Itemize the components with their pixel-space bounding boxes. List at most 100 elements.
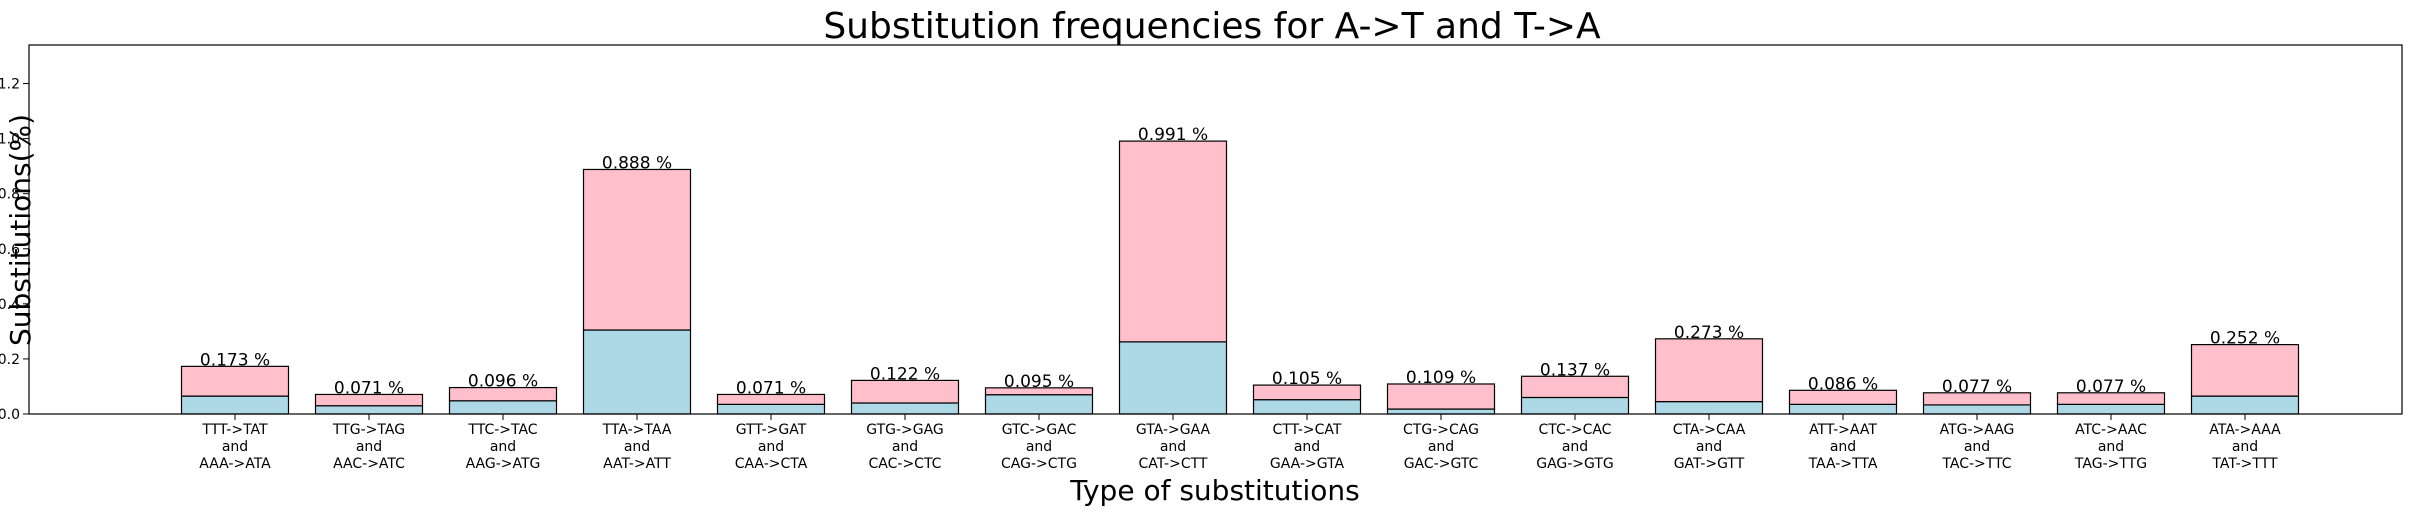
- bar-segment-1-13: [1788, 403, 1898, 415]
- bar-segment-1-10: [1386, 408, 1496, 415]
- bar-segment-1-6: [850, 402, 960, 415]
- x-tick-label: CAC->CTC: [869, 456, 942, 472]
- y-axis: 0.0 0.2 0.4 0.6 0.8 1.0 1.2: [0, 77, 29, 423]
- data-label: 0.077 %: [1942, 377, 2012, 397]
- bar-segment-1-5: [716, 403, 826, 415]
- x-tick-label: CTA->CAA: [1673, 422, 1746, 438]
- bar-segment-2-7: [984, 387, 1094, 396]
- bar-segment-2-3: [448, 386, 558, 402]
- x-tick-label: and: [2232, 439, 2258, 455]
- y-tick-label: 0.0: [0, 407, 20, 423]
- bar-segment-2-16: [2190, 344, 2300, 397]
- bar-segment-2-15: [2056, 392, 2166, 405]
- y-tick-label: 0.8: [0, 187, 20, 203]
- x-tick-label: GTT->GAT: [736, 422, 807, 438]
- data-label: 0.109 %: [1406, 368, 1476, 388]
- bar-segment-1-9: [1252, 399, 1362, 415]
- bar-segment-1-14: [1922, 404, 2032, 415]
- bar-segment-1-11: [1520, 396, 1630, 415]
- bar-segment-2-2: [314, 393, 424, 407]
- bar-segment-2-4: [582, 168, 692, 331]
- bar-segment-1-4: [582, 329, 692, 415]
- bar-segment-2-9: [1252, 384, 1362, 401]
- data-label: 0.137 %: [1540, 360, 1610, 380]
- x-tick-label: TAC->TTC: [1941, 456, 2011, 472]
- x-tick-label: TAT->TTT: [2211, 456, 2278, 472]
- x-tick-label: and: [1294, 439, 1320, 455]
- x-axis: TTT->TATandAAA->ATATTG->TAGandAAC->ATCTT…: [199, 414, 2281, 472]
- data-label: 0.095 %: [1004, 372, 1074, 392]
- bar-segment-1-7: [984, 394, 1094, 415]
- x-tick-label: GTA->GAA: [1136, 422, 1211, 438]
- x-tick-label: and: [1562, 439, 1588, 455]
- data-label: 0.991 %: [1138, 125, 1208, 145]
- bar-segment-1-15: [2056, 403, 2166, 415]
- y-tick-label: 0.4: [0, 297, 20, 313]
- bar-segment-2-11: [1520, 375, 1630, 399]
- x-tick-label: GAG->GTG: [1536, 456, 1614, 472]
- x-tick-label: ATA->AAA: [2209, 422, 2281, 438]
- x-tick-label: and: [1026, 439, 1052, 455]
- data-label: 0.173 %: [200, 350, 270, 370]
- x-tick-label: GAC->GTC: [1404, 456, 1479, 472]
- x-tick-label: CAT->CTT: [1139, 456, 1208, 472]
- x-tick-label: and: [490, 439, 516, 455]
- bar-segment-2-10: [1386, 383, 1496, 410]
- data-label: 0.122 %: [870, 364, 940, 384]
- bar-segment-1-2: [314, 405, 424, 415]
- bar-segment-2-6: [850, 379, 960, 404]
- x-tick-label: CAG->CTG: [1001, 456, 1077, 472]
- data-label: 0.273 %: [1674, 323, 1744, 343]
- x-tick-label: and: [624, 439, 650, 455]
- x-tick-label: GAA->GTA: [1270, 456, 1345, 472]
- data-label: 0.071 %: [334, 378, 404, 398]
- x-tick-label: CTT->CAT: [1273, 422, 1342, 438]
- data-label: 0.105 %: [1272, 369, 1342, 389]
- x-tick-label: AAG->ATG: [466, 456, 541, 472]
- x-tick-label: and: [758, 439, 784, 455]
- x-tick-label: TAA->TTA: [1808, 456, 1878, 472]
- x-tick-label: and: [356, 439, 382, 455]
- x-tick-label: GTG->GAG: [866, 422, 944, 438]
- x-tick-label: and: [222, 439, 248, 455]
- bar-segment-2-12: [1654, 338, 1764, 403]
- y-axis-label: Substitutions(%): [4, 114, 37, 346]
- x-tick-label: GAT->GTT: [1674, 456, 1745, 472]
- chart-title: Substitution frequencies for A->T and T-…: [823, 6, 1601, 47]
- bar-segment-2-13: [1788, 389, 1898, 405]
- data-labels-group: 0.173 % 0.071 % 0.096 % 0.888 % 0.071 % 0.122…: [200, 125, 2280, 398]
- bar-segment-2-1: [180, 365, 290, 397]
- x-tick-label: and: [1696, 439, 1722, 455]
- bar-segment-1-16: [2190, 395, 2300, 415]
- x-tick-label: GTC->GAC: [1002, 422, 1077, 438]
- bar-segment-1-1: [180, 395, 290, 415]
- x-tick-label: and: [2098, 439, 2124, 455]
- x-tick-label: AAC->ATC: [333, 456, 405, 472]
- x-tick-label: and: [1830, 439, 1856, 455]
- x-tick-label: CTG->CAG: [1403, 422, 1479, 438]
- bar-segment-1-12: [1654, 401, 1764, 415]
- x-tick-label: TAG->TTG: [2074, 456, 2147, 472]
- x-tick-label: AAA->ATA: [199, 456, 271, 472]
- data-label: 0.252 %: [2210, 329, 2280, 349]
- bar-segment-2-14: [1922, 392, 2032, 406]
- data-label: 0.888 %: [602, 153, 672, 173]
- plot-frame: [28, 44, 2403, 415]
- x-tick-label: TTT->TAT: [201, 422, 268, 438]
- x-tick-label: AAT->ATT: [603, 456, 671, 472]
- x-tick-label: CTC->CAC: [1539, 422, 1612, 438]
- x-tick-label: TTA->TAA: [602, 422, 672, 438]
- data-label: 0.077 %: [2076, 377, 2146, 397]
- x-tick-label: and: [1160, 439, 1186, 455]
- x-tick-label: ATG->AAG: [1940, 422, 2015, 438]
- x-tick-label: ATT->AAT: [1809, 422, 1877, 438]
- bar-segment-1-8: [1118, 341, 1228, 415]
- x-tick-label: and: [892, 439, 918, 455]
- y-tick-label: 1.2: [0, 77, 20, 93]
- y-tick-label: 0.6: [0, 242, 20, 258]
- bar-segment-1-3: [448, 400, 558, 415]
- x-tick-label: TTG->TAG: [332, 422, 405, 438]
- bar-segment-2-8: [1118, 140, 1228, 343]
- data-label: 0.086 %: [1808, 374, 1878, 394]
